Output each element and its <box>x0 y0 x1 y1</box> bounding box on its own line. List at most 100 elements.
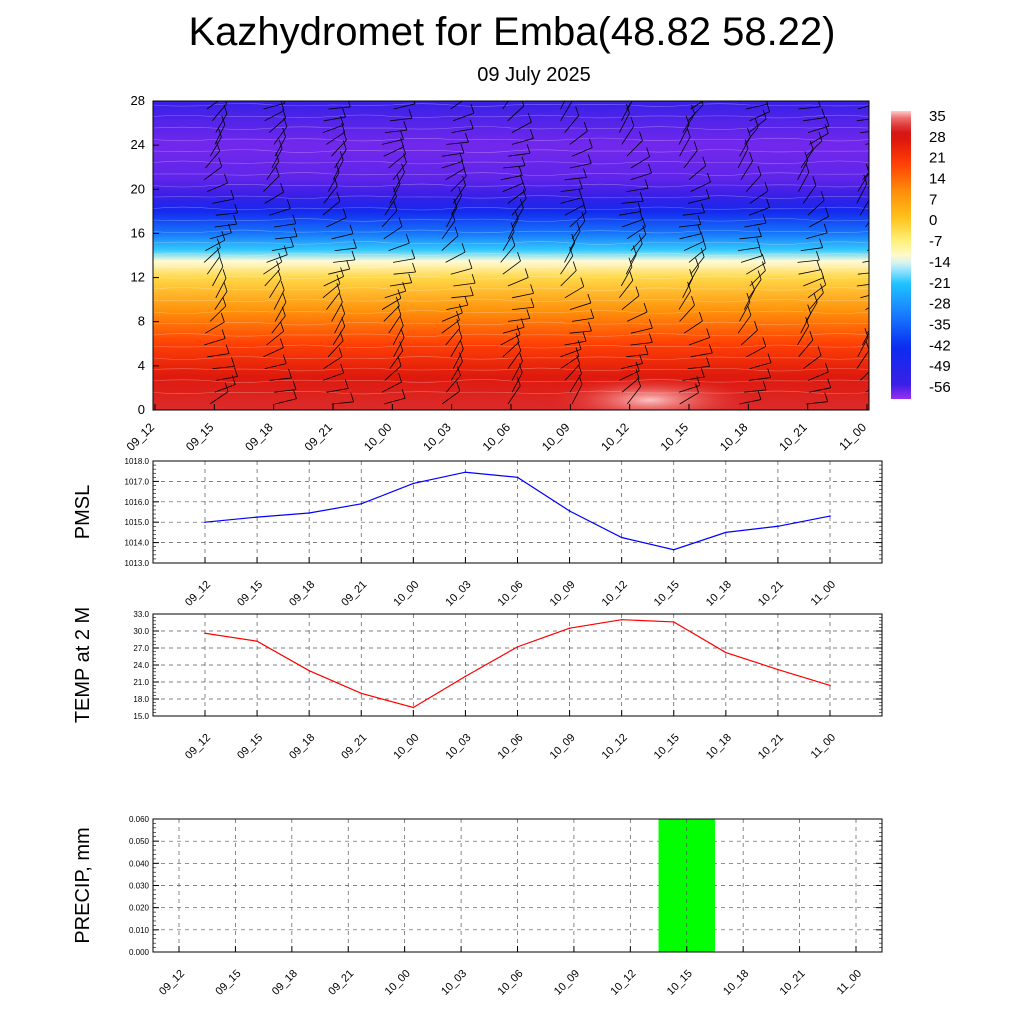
wind-barb <box>441 161 463 169</box>
wind-barb-flag <box>824 362 829 373</box>
wind-barb <box>739 399 762 405</box>
wind-barb <box>269 208 291 216</box>
x-tick-label: 10_00 <box>391 579 421 609</box>
wind-barb <box>626 386 641 405</box>
wind-barb-flag <box>588 321 592 332</box>
wind-barb <box>860 371 869 381</box>
wind-barb <box>271 315 286 334</box>
wind-barb-flag <box>578 364 582 374</box>
wind-barb <box>805 232 828 240</box>
wind-barb <box>802 185 817 204</box>
wind-barb <box>809 216 829 228</box>
wind-barb <box>453 112 475 122</box>
wind-barb <box>571 384 583 405</box>
wind-barb <box>389 183 401 204</box>
wind-barb-flag <box>403 120 408 131</box>
wind-barb-flag <box>280 338 284 348</box>
wind-barb <box>743 289 755 310</box>
wind-barb-flag <box>687 281 691 292</box>
wind-barb-flag <box>341 123 346 133</box>
wind-barb-flag <box>644 345 649 355</box>
wind-barb <box>748 118 767 133</box>
data-point <box>204 632 206 635</box>
wind-barb-flag <box>338 347 343 357</box>
x-tick-label: 10_00 <box>361 420 395 454</box>
x-tick-label: 10_21 <box>776 420 810 454</box>
wind-barb <box>450 361 463 381</box>
x-tick-label: 09_12 <box>157 968 187 998</box>
wind-barb <box>856 183 868 204</box>
wind-barb-flag <box>636 82 639 91</box>
colorbar-label: 7 <box>929 191 937 208</box>
wind-barb <box>445 375 461 393</box>
data-point <box>568 627 571 629</box>
wind-barb <box>383 397 406 405</box>
panel-frame <box>152 818 883 953</box>
cross-section-panel: 0 4 8 12 16 20 24 28 09_12 09_15 09_18 09_21 10_00 10… <box>124 82 951 454</box>
wind-barb-flag <box>456 318 461 329</box>
wind-barb <box>269 117 286 133</box>
wind-barb <box>389 282 412 287</box>
wind-barb <box>738 246 760 251</box>
wind-barb <box>803 277 824 287</box>
wind-barb <box>210 232 232 240</box>
wind-barb <box>271 148 283 169</box>
wind-barb <box>569 163 592 169</box>
wind-barb <box>215 113 228 133</box>
wind-barb <box>626 353 649 358</box>
wind-barb <box>451 195 462 216</box>
y-axis-label: PRECIP, mm <box>72 827 94 943</box>
x-tick-label: 10_06 <box>496 968 526 998</box>
colorbar-label: 28 <box>929 129 946 146</box>
x-tick-label: 09_21 <box>302 420 336 454</box>
wind-barb-flag <box>393 187 397 197</box>
wind-barb-flag <box>517 251 521 262</box>
wind-barb-flag <box>758 227 762 237</box>
wind-barb-flag <box>342 107 346 118</box>
wind-barb <box>564 242 576 263</box>
wind-barb-flag <box>280 322 285 332</box>
colorbar <box>891 111 911 399</box>
wind-barb-flag <box>516 325 521 335</box>
contour-line <box>153 183 869 188</box>
wind-barb <box>560 270 577 287</box>
x-tick-label: 11_00 <box>835 968 865 998</box>
wind-barb-flag <box>515 332 520 343</box>
wind-barb <box>441 319 460 334</box>
wind-barb <box>446 304 468 310</box>
wind-barb <box>500 175 523 181</box>
wind-barb <box>381 297 402 310</box>
wind-barb-flag <box>587 293 592 304</box>
data-point <box>725 531 727 534</box>
wind-barb <box>507 350 522 369</box>
wind-barb <box>856 350 869 369</box>
wind-barb-flag <box>518 166 523 176</box>
wind-barb-flag <box>697 215 702 225</box>
wind-barb-flag <box>456 381 461 392</box>
contour-line <box>153 356 869 360</box>
data-point <box>308 512 310 514</box>
x-tick-label: 10_18 <box>717 420 751 454</box>
wind-barb-flag <box>805 163 810 173</box>
colorbar-label: -56 <box>929 379 951 396</box>
data-point <box>464 471 467 474</box>
wind-barb-flag <box>220 312 225 323</box>
wind-barb <box>865 222 869 228</box>
x-tick-label: 09_18 <box>270 968 300 998</box>
wind-barb-flag <box>648 163 652 174</box>
wind-barb-flag <box>579 179 583 189</box>
wind-barb-flag <box>221 329 226 339</box>
wind-barb-flag <box>882 298 885 307</box>
wind-barb-flag <box>405 233 410 244</box>
wind-barb-flag <box>275 166 280 177</box>
wind-barb-flag <box>701 203 705 213</box>
wind-barb <box>263 102 285 110</box>
wind-barb <box>807 200 825 216</box>
wind-barb-flag <box>700 232 705 242</box>
y-axis-label: PMSL <box>72 485 94 539</box>
wind-barb-flag <box>218 157 223 167</box>
wind-barb-flag <box>339 151 344 161</box>
data-point <box>568 510 571 512</box>
wind-barb <box>619 280 634 299</box>
wind-barb-flag <box>219 257 224 267</box>
